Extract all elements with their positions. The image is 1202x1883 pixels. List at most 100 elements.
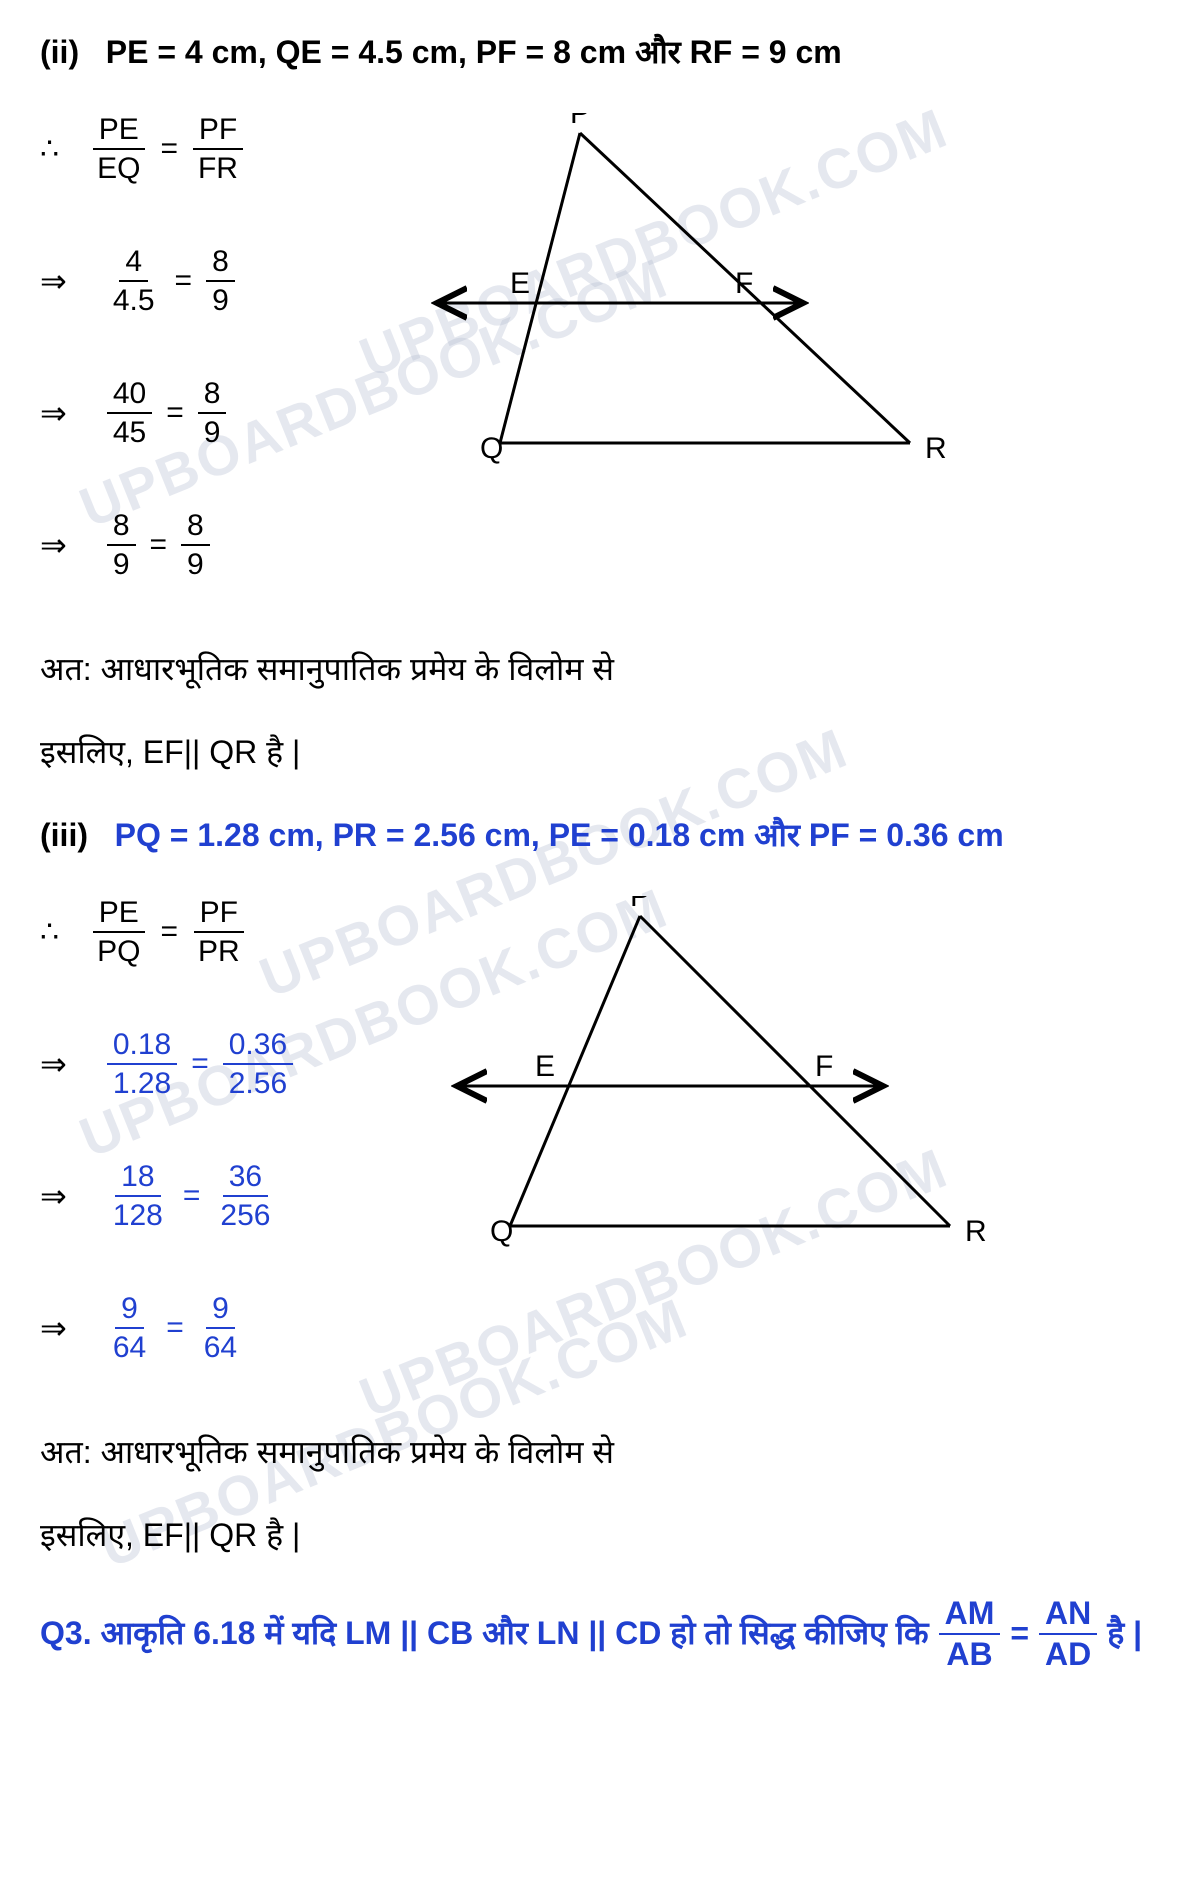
implies-symbol: ⇒ [40, 394, 67, 432]
fraction: PF PR [192, 896, 246, 968]
equals-symbol: = [166, 396, 184, 430]
fraction-numerator: 0.18 [107, 1028, 177, 1065]
fraction: 0.18 1.28 [107, 1028, 177, 1100]
part-ii-math-column: ∴ PE EQ = PF FR ⇒ 4 4.5 = 8 [40, 113, 360, 607]
fraction-denominator: 2.56 [223, 1065, 293, 1100]
vertex-R-label: R [965, 1215, 987, 1248]
fraction: 0.36 2.56 [223, 1028, 293, 1100]
part-iii-label: (iii) [40, 817, 88, 853]
fraction: AM AB [939, 1596, 1001, 1672]
part-iii-conclusion1: अत: आधारभूतिक समानुपातिक प्रमेय के विलोम… [40, 1430, 1162, 1473]
fraction-numerator: AN [1039, 1596, 1097, 1635]
vertex-P-label: P [570, 113, 590, 130]
fraction: AN AD [1039, 1596, 1097, 1672]
part-iii-step3: ⇒ 18 128 = 36 256 [40, 1160, 360, 1232]
fraction-denominator: 9 [107, 546, 136, 581]
fraction-numerator: 4 [119, 245, 148, 282]
fraction-denominator: 128 [107, 1197, 169, 1232]
fraction: 18 128 [107, 1160, 169, 1232]
equals-symbol: = [166, 1311, 184, 1345]
part-ii-label: (ii) [40, 34, 79, 70]
fraction-denominator: EQ [91, 150, 146, 185]
fraction-numerator: 9 [115, 1292, 144, 1329]
fraction-denominator: PR [192, 933, 246, 968]
vertex-R-label: R [925, 432, 947, 465]
fraction: PE PQ [91, 896, 146, 968]
part-ii-step3: ⇒ 40 45 = 8 9 [40, 377, 360, 449]
fraction-numerator: 40 [107, 377, 152, 414]
implies-symbol: ⇒ [40, 1045, 67, 1083]
fraction-numerator: 8 [181, 509, 210, 546]
therefore-symbol: ∴ [40, 915, 59, 950]
implies-symbol: ⇒ [40, 1309, 67, 1347]
side-PQ [510, 916, 640, 1226]
fraction: 9 64 [107, 1292, 152, 1364]
implies-symbol: ⇒ [40, 526, 67, 564]
equals-symbol: = [183, 1179, 201, 1213]
part-iii-given-text: PQ = 1.28 cm, PR = 2.56 cm, PE = 0.18 cm… [115, 817, 1004, 853]
q3-question: Q3. आकृति 6.18 में यदि LM || CB और LN ||… [40, 1596, 1162, 1672]
fraction-denominator: 45 [107, 414, 152, 449]
part-iii-given: (iii) PQ = 1.28 cm, PR = 2.56 cm, PE = 0… [40, 813, 1162, 856]
part-ii-given: (ii) PE = 4 cm, QE = 4.5 cm, PF = 8 cm औ… [40, 30, 1162, 73]
fraction-denominator: 64 [198, 1329, 243, 1364]
fraction: 36 256 [214, 1160, 276, 1232]
vertex-P-label: P [630, 896, 650, 913]
part-ii-step1: ∴ PE EQ = PF FR [40, 113, 360, 185]
equals-symbol: = [191, 1047, 209, 1081]
q3-prefix: Q3. आकृति 6.18 में यदि LM || CB और LN ||… [40, 1605, 929, 1663]
part-ii-step2: ⇒ 4 4.5 = 8 9 [40, 245, 360, 317]
fraction-denominator: 9 [198, 414, 227, 449]
equals-symbol: = [160, 915, 178, 949]
fraction-denominator: PQ [91, 933, 146, 968]
equals-symbol: = [1010, 1605, 1029, 1663]
part-iii-section: (iii) PQ = 1.28 cm, PR = 2.56 cm, PE = 0… [40, 813, 1162, 1556]
fraction-denominator: FR [192, 150, 244, 185]
fraction: PE EQ [91, 113, 146, 185]
part-ii-conclusion1: अत: आधारभूतिक समानुपातिक प्रमेय के विलोम… [40, 647, 1162, 690]
equals-symbol: = [160, 132, 178, 166]
part-ii-conclusion2: इसलिए, EF|| QR है | [40, 730, 1162, 773]
therefore-symbol: ∴ [40, 132, 59, 167]
fraction-numerator: 8 [107, 509, 136, 546]
fraction: PF FR [192, 113, 244, 185]
fraction: 40 45 [107, 377, 152, 449]
vertex-Q-label: Q [480, 432, 503, 465]
fraction-numerator: 18 [115, 1160, 160, 1197]
fraction-numerator: PF [193, 113, 243, 150]
fraction-denominator: 9 [181, 546, 210, 581]
fraction-numerator: AM [939, 1596, 1001, 1635]
fraction: 8 9 [181, 509, 210, 581]
fraction-numerator: 9 [206, 1292, 235, 1329]
point-F-label: F [815, 1050, 833, 1083]
vertex-Q-label: Q [490, 1215, 513, 1248]
part-iii-step1: ∴ PE PQ = PF PR [40, 896, 360, 968]
part-ii-section: (ii) PE = 4 cm, QE = 4.5 cm, PF = 8 cm औ… [40, 30, 1162, 773]
fraction-denominator: AD [1039, 1635, 1097, 1672]
fraction-denominator: 9 [206, 282, 235, 317]
implies-symbol: ⇒ [40, 1177, 67, 1215]
implies-symbol: ⇒ [40, 262, 67, 300]
fraction-numerator: 8 [206, 245, 235, 282]
part-iii-step2: ⇒ 0.18 1.28 = 0.36 2.56 [40, 1028, 360, 1100]
fraction-numerator: PF [194, 896, 244, 933]
triangle-diagram-iii: P Q R E F [380, 896, 1020, 1266]
fraction-denominator: 4.5 [107, 282, 161, 317]
fraction-denominator: 64 [107, 1329, 152, 1364]
fraction: 9 64 [198, 1292, 243, 1364]
part-iii-conclusion2: इसलिए, EF|| QR है | [40, 1513, 1162, 1556]
fraction: 8 9 [198, 377, 227, 449]
equals-symbol: = [150, 528, 168, 562]
triangle-diagram-ii: P Q R E F [380, 113, 980, 483]
fraction-numerator: 8 [198, 377, 227, 414]
fraction-numerator: PE [93, 896, 145, 933]
part-ii-body: ∴ PE EQ = PF FR ⇒ 4 4.5 = 8 [40, 113, 1162, 607]
part-iii-step4: ⇒ 9 64 = 9 64 [40, 1292, 360, 1364]
part-iii-math-column: ∴ PE PQ = PF PR ⇒ 0.18 1.28 = [40, 896, 360, 1390]
equals-symbol: = [175, 264, 193, 298]
part-ii-given-text: PE = 4 cm, QE = 4.5 cm, PF = 8 cm और RF … [106, 34, 842, 70]
fraction-numerator: 36 [223, 1160, 268, 1197]
fraction-numerator: PE [93, 113, 145, 150]
fraction-denominator: 256 [214, 1197, 276, 1232]
point-E-label: E [535, 1050, 555, 1083]
